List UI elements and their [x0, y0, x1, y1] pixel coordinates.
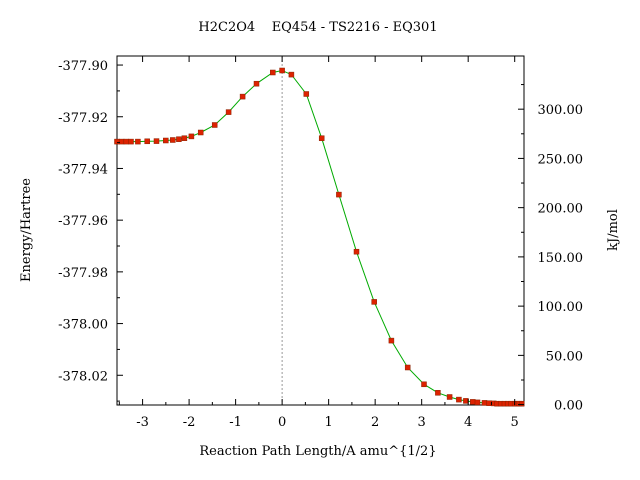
plot-frame: [116, 55, 525, 406]
y2-tick-label: 150.00: [538, 251, 584, 266]
y-tick-label: -377.94: [58, 162, 108, 177]
y-axis-ticks: -377.90 -377.92 -377.94 -377.96 -377.98 -378.…: [58, 59, 123, 402]
y-tick-label: -378.02: [58, 369, 108, 384]
x-axis-ticks: -3 -2 -1 0 1 2 3 4 5: [118, 56, 519, 430]
data-point: [474, 399, 481, 406]
data-point: [176, 136, 182, 142]
x-tick-label: 5: [511, 415, 519, 430]
secondary-y-axis-title: kJ/mol: [606, 209, 621, 251]
data-point: [486, 400, 492, 406]
y2-tick-label: 200.00: [538, 202, 584, 217]
data-point: [153, 138, 160, 144]
data-point: [239, 93, 246, 100]
secondary-y-axis-ticks: 0.00 50.00 100.00 150.00 200.00 250.00 300.00: [518, 84, 584, 414]
data-point: [118, 138, 125, 145]
data-point: [303, 91, 310, 97]
data-point: [481, 400, 488, 406]
data-point: [288, 71, 295, 78]
energy-curve: [117, 69, 522, 405]
y-tick-label: -377.92: [58, 111, 108, 126]
y2-tick-label: 0.00: [554, 399, 583, 414]
data-point: [463, 398, 469, 404]
y-axis-title: Energy/Hartree: [19, 178, 34, 282]
data-point: [353, 248, 360, 255]
data-point: [470, 399, 476, 405]
x-tick-label: -1: [229, 415, 242, 430]
data-point: [135, 138, 141, 145]
data-point: [181, 135, 188, 141]
y2-tick-label: 250.00: [538, 152, 584, 167]
x-tick-label: 3: [418, 415, 426, 430]
data-point: [318, 135, 325, 141]
data-point: [435, 390, 441, 396]
y-tick-label: -377.98: [58, 266, 108, 281]
data-point: [421, 381, 427, 388]
chart-title: H2C2O4 EQ454 - TS2216 - EQ301: [198, 20, 437, 35]
x-tick-label: 2: [371, 415, 379, 430]
data-point: [518, 400, 525, 407]
y2-tick-label: 100.00: [538, 300, 584, 315]
x-tick-label: 0: [278, 415, 286, 430]
data-point: [336, 191, 342, 198]
y2-tick-label: 50.00: [546, 349, 583, 364]
x-tick-label: 1: [324, 415, 332, 430]
data-point: [211, 122, 218, 128]
y-tick-label: -377.96: [58, 214, 108, 229]
data-point: [270, 69, 276, 76]
data-point: [114, 138, 120, 145]
x-tick-label: -2: [183, 415, 196, 430]
data-point: [253, 80, 260, 87]
data-point: [128, 138, 134, 145]
y-tick-label: -378.00: [58, 318, 108, 333]
y2-tick-label: 300.00: [538, 103, 584, 118]
data-point: [197, 129, 204, 136]
data-point: [456, 396, 462, 403]
data-point: [144, 138, 150, 145]
data-point: [404, 364, 411, 371]
data-points: [114, 67, 525, 407]
x-tick-label: -3: [136, 415, 149, 430]
data-point: [188, 133, 195, 140]
x-tick-label: 4: [464, 415, 472, 430]
data-point: [225, 109, 232, 115]
data-point: [371, 299, 377, 305]
data-point: [163, 137, 169, 144]
data-point: [388, 337, 395, 344]
data-point: [446, 394, 453, 400]
data-point: [170, 137, 176, 143]
x-axis-title: Reaction Path Length/A amu^{1/2}: [199, 444, 436, 459]
y-tick-label: -377.90: [58, 59, 108, 74]
data-point: [279, 67, 285, 74]
data-point: [123, 138, 130, 145]
